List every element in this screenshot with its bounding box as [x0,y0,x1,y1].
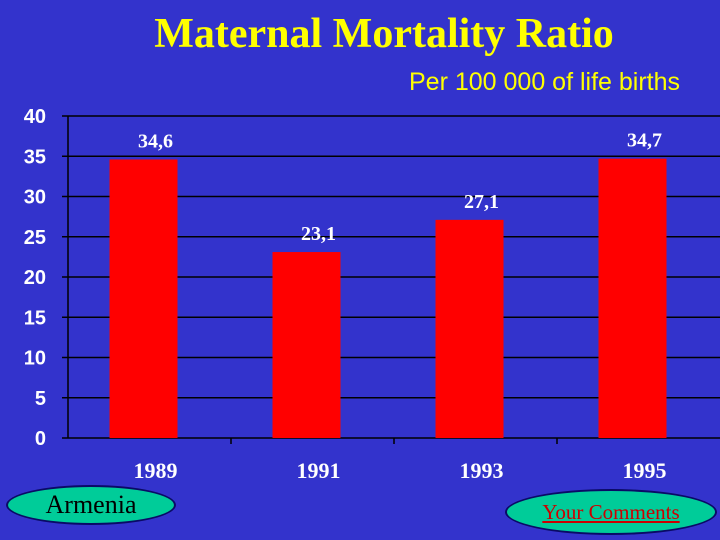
data-label: 34,6 [138,130,173,152]
your-comments-link[interactable]: Your Comments [542,499,680,524]
chart-subtitle: Per 100 000 of life births [409,68,680,96]
y-tick-label: 40 [24,106,46,128]
x-tick-label: 1989 [134,458,178,483]
y-tick-label: 10 [24,348,46,370]
country-label: Armenia [45,490,137,519]
y-tick-label: 0 [35,428,46,450]
y-tick-label: 30 [24,187,46,209]
bar [435,219,504,438]
y-tick-label: 35 [24,146,46,168]
data-label: 23,1 [301,223,336,245]
y-tick-label: 5 [35,388,46,410]
bar [109,159,178,438]
chart-title: Maternal Mortality Ratio [154,11,614,57]
y-tick-label: 20 [24,267,46,289]
x-tick-label: 1993 [460,458,504,483]
y-tick-label: 15 [24,307,46,329]
x-tick-label: 1991 [297,458,341,483]
x-tick-label: 1995 [623,458,667,483]
data-label: 27,1 [464,191,499,213]
data-label: 34,7 [627,130,662,152]
country-badge: Armenia [6,485,176,525]
bar [272,252,341,438]
your-comments-button[interactable]: Your Comments [505,489,717,535]
bar [598,158,667,439]
y-tick-label: 25 [24,227,46,249]
